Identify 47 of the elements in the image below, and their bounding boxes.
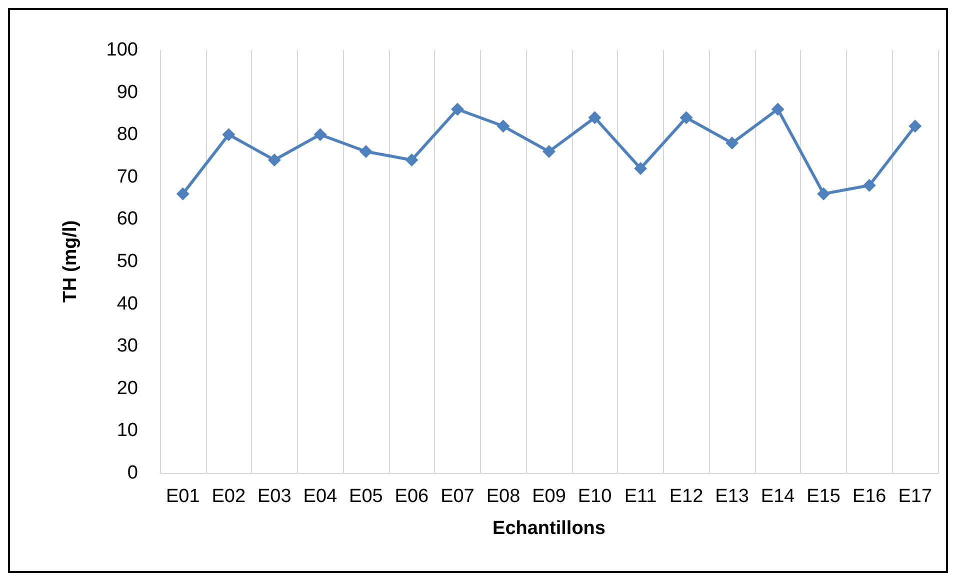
point	[405, 153, 418, 166]
x-tick-label: E02	[212, 486, 246, 507]
point	[817, 187, 830, 200]
point	[542, 145, 556, 158]
y-tick-label: 30	[116, 336, 138, 357]
point	[726, 136, 739, 150]
y-tick-label: 60	[116, 208, 138, 230]
y-tick-label: 100	[106, 40, 138, 60]
point	[496, 120, 510, 133]
x-axis-title: Echantillons	[492, 518, 606, 539]
y-tick-label: 10	[116, 420, 138, 442]
x-tick-label: E04	[303, 486, 338, 507]
x-tick-label: E06	[394, 486, 429, 507]
x-tick-label: E10	[578, 486, 612, 507]
x-tick-label: E16	[852, 486, 886, 507]
x-tick-label: E14	[760, 486, 796, 507]
x-tick-label: E07	[440, 486, 474, 507]
y-tick-label: 20	[116, 378, 138, 399]
y-tick-label: 40	[116, 293, 138, 314]
x-tick-label: E12	[669, 486, 704, 507]
x-tick-label: E13	[715, 486, 749, 507]
x-tick-label: E03	[258, 486, 292, 507]
x-tick-label: E05	[349, 486, 383, 507]
x-tick-label: E11	[624, 486, 657, 507]
y-axis-title: TH (mg/l)	[60, 220, 81, 303]
x-tick-label: E15	[806, 486, 840, 507]
point	[222, 128, 236, 142]
y-tick-label: 50	[116, 251, 138, 272]
point	[588, 111, 602, 124]
x-tick-label: E17	[898, 486, 932, 507]
point	[314, 128, 327, 142]
point	[908, 120, 922, 133]
point	[862, 178, 876, 192]
y-tick-label: 90	[116, 82, 138, 103]
point	[176, 187, 190, 200]
y-tick-label: 70	[116, 166, 138, 188]
x-tick-label: E08	[486, 486, 520, 507]
point	[771, 102, 784, 116]
point	[359, 145, 372, 158]
point	[634, 162, 648, 175]
point	[680, 111, 693, 124]
point	[450, 102, 464, 116]
y-tick-label: 0	[127, 462, 138, 484]
x-tick-label: E01	[166, 486, 200, 507]
y-tick-label: 80	[116, 124, 138, 146]
point	[268, 153, 281, 166]
x-tick-label: E09	[532, 486, 566, 507]
